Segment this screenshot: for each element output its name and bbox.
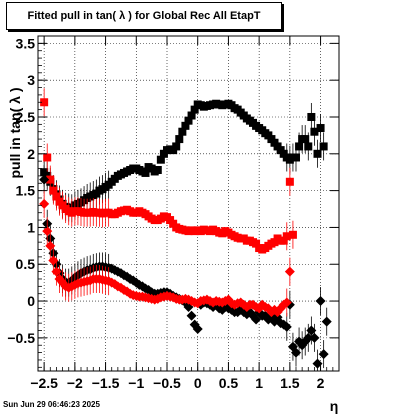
x-tick-label: 0.5 bbox=[219, 375, 239, 391]
data-point-square bbox=[187, 111, 196, 120]
data-point-square bbox=[184, 116, 193, 125]
data-point-square bbox=[43, 153, 52, 162]
data-point-square bbox=[52, 192, 61, 201]
data-point-square bbox=[190, 105, 199, 114]
data-point-diamond bbox=[42, 226, 53, 237]
data-point-diamond bbox=[281, 321, 292, 332]
chart-title-box: Fitted pull in tan( λ ) for Global Rec A… bbox=[6, 2, 282, 30]
data-point-square bbox=[307, 112, 316, 121]
data-point-square bbox=[295, 142, 304, 151]
y-tick-label: 3.5 bbox=[16, 35, 36, 51]
data-point-square bbox=[313, 149, 322, 158]
y-tick-label: 1.5 bbox=[16, 183, 36, 199]
data-point-diamond bbox=[306, 325, 317, 336]
data-point-square bbox=[310, 127, 319, 136]
data-point-diamond bbox=[303, 332, 314, 343]
chart-title: Fitted pull in tan( λ ) for Global Rec A… bbox=[27, 10, 261, 22]
data-point-square bbox=[252, 239, 261, 248]
data-point-square bbox=[153, 166, 162, 174]
x-axis-title: η bbox=[330, 398, 339, 414]
y-tick-label: 0.5 bbox=[16, 256, 36, 272]
axis-tick-labels: −2.5 −2 −1.5 −1 −0.5 0 0.5 1 1.5 2 −0.5 0 0.5 1 1.5 2 2.… bbox=[7, 35, 324, 391]
data-point-square bbox=[46, 175, 55, 184]
x-tick-label: 2 bbox=[317, 375, 325, 391]
y-tick-label: 0 bbox=[27, 293, 35, 309]
x-tick-label: −1 bbox=[128, 375, 144, 391]
y-tick-label: 2 bbox=[27, 146, 35, 162]
data-point-diamond bbox=[284, 266, 295, 277]
data-point-diamond bbox=[321, 316, 332, 327]
data-point-square bbox=[288, 230, 297, 239]
data-point-square bbox=[282, 232, 291, 241]
timestamp: Sun Jun 29 06:46:23 2025 bbox=[3, 400, 100, 409]
y-axis-title: pull in tan( λ ) bbox=[7, 88, 23, 179]
data-point-square bbox=[40, 98, 49, 107]
axis-ticks bbox=[37, 35, 340, 371]
data-point-square bbox=[301, 135, 310, 144]
data-point-square bbox=[156, 155, 165, 164]
data-point-diamond bbox=[291, 347, 301, 358]
data-point-diamond bbox=[309, 332, 320, 343]
data-point-diamond bbox=[48, 255, 59, 266]
y-tick-label: 3 bbox=[27, 72, 35, 88]
data-point-square bbox=[316, 124, 325, 133]
data-point-square bbox=[172, 142, 181, 151]
data-point-diamond bbox=[186, 310, 197, 321]
x-tick-label: 0 bbox=[194, 375, 202, 391]
data-point-diamond bbox=[192, 324, 203, 335]
x-tick-label: −2 bbox=[67, 375, 83, 391]
x-tick-label: 1 bbox=[255, 375, 263, 391]
data-point-diamond bbox=[315, 296, 326, 307]
data-point-square bbox=[49, 186, 58, 195]
y-tick-label: 1 bbox=[27, 219, 35, 235]
data-point-square bbox=[292, 153, 300, 162]
y-tick-label: 2.5 bbox=[16, 109, 36, 125]
data-point-diamond bbox=[51, 266, 62, 277]
data-point-square bbox=[181, 121, 190, 130]
x-tick-label: −1.5 bbox=[92, 375, 120, 391]
x-tick-label: −0.5 bbox=[153, 375, 181, 391]
data-point-diamond bbox=[45, 240, 56, 251]
data-point-square bbox=[285, 177, 294, 186]
data-point-square bbox=[279, 236, 288, 245]
x-tick-label: 1.5 bbox=[280, 375, 300, 391]
data-point-square bbox=[304, 142, 313, 151]
data-point-diamond bbox=[312, 358, 323, 369]
data-point-square bbox=[141, 168, 150, 177]
data-point-diamond bbox=[39, 198, 50, 209]
x-tick-label: −2.5 bbox=[30, 375, 58, 391]
data-point-square bbox=[175, 135, 184, 144]
data-point-square bbox=[319, 142, 328, 151]
data-point-diamond bbox=[39, 174, 50, 185]
data-point-diamond bbox=[281, 297, 292, 308]
data-point-diamond bbox=[318, 349, 329, 360]
data-point-square bbox=[178, 127, 187, 136]
data-points bbox=[39, 88, 332, 371]
y-tick-label: −0.5 bbox=[7, 330, 35, 346]
